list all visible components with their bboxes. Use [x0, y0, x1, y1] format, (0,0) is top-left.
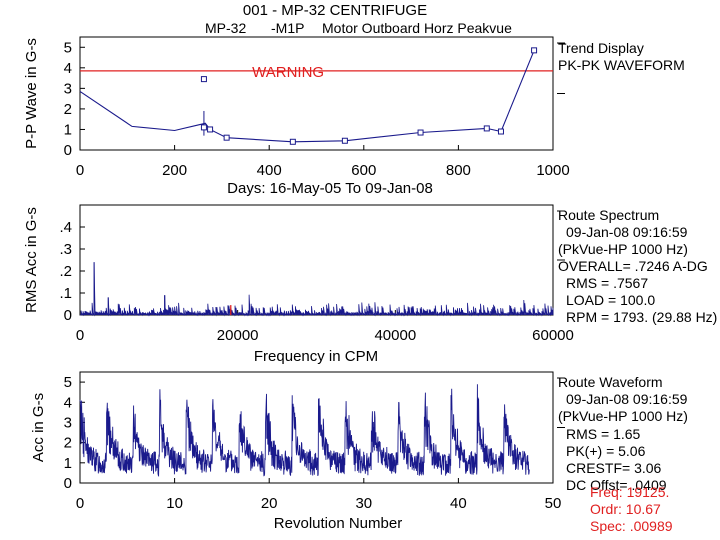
waveform-x-tick-label: 20 [261, 495, 278, 512]
trend-point-marker [200, 76, 207, 83]
waveform-trace [79, 384, 530, 478]
subtitle-description: Motor Outboard Horz Peakvue [322, 20, 512, 36]
spectrum-legend-line-2: 09-Jan-08 09:16:59 [566, 224, 688, 240]
trend-legend-line-2: PK-PK WAVEFORM [558, 57, 685, 73]
spectrum-panel: 0 20000 40000 60000 0 .1 .2 .3 .4 Frequency in CP… [23, 204, 574, 365]
waveform-x-tick-label: 30 [355, 495, 372, 512]
chart-title: 001 - MP-32 CENTRIFUGE [243, 2, 427, 19]
spectrum-x-tick-label: 0 [76, 327, 84, 344]
warning-label: WARNING [252, 64, 324, 81]
waveform-x-tick-label: 50 [545, 495, 562, 512]
trend-point-marker [341, 137, 348, 144]
trend-x-tick-label: 400 [257, 162, 282, 179]
waveform-legend-line-2: 09-Jan-08 09:16:59 [566, 391, 688, 407]
waveform-panel: 0 10 20 30 40 50 0 1 2 3 4 5 Revolution Number Acc in… [30, 371, 565, 532]
spectrum-legend-line-3: (PkVue-HP 1000 Hz) [558, 241, 688, 257]
waveform-x-tick-label: 40 [450, 495, 467, 512]
trend-point-marker [497, 128, 504, 135]
spectrum-y-tick-label: .2 [59, 263, 72, 280]
waveform-legend-line-6: CRESTF= 3.06 [566, 460, 662, 476]
spectrum-x-tick-label: 20000 [217, 327, 259, 344]
subtitle-point: -M1P [271, 20, 304, 36]
trend-x-tick-label: 1000 [536, 162, 569, 179]
spectrum-y-axis-label: RMS Acc in G-s [23, 207, 40, 313]
trend-y-tick-label: 0 [64, 142, 72, 159]
trend-point-marker [223, 134, 230, 141]
cursor-spectrum-value: Spec: .00989 [590, 518, 673, 534]
waveform-y-tick-label: 0 [64, 475, 72, 492]
cursor-frequency: Freq: 19125. [590, 484, 669, 500]
spectrum-trace [80, 262, 554, 317]
spectrum-legend-line-6: LOAD = 100.0 [566, 292, 655, 308]
trend-x-tick-label: 200 [162, 162, 187, 179]
waveform-x-axis-label: Revolution Number [274, 515, 402, 532]
trend-point-marker [531, 47, 538, 54]
spectrum-x-tick-label: 40000 [374, 327, 416, 344]
trend-x-tick-label: 0 [76, 162, 84, 179]
spectrum-y-tick-label: .3 [59, 241, 72, 258]
trend-point-marker [207, 126, 214, 133]
waveform-legend-line-4: RMS = 1.65 [566, 426, 641, 442]
trend-x-tick-label: 800 [446, 162, 471, 179]
waveform-legend-line-7: DC Offst= .0409 [566, 477, 667, 493]
waveform-y-tick-label: 3 [64, 414, 72, 431]
spectrum-plot-frame [79, 204, 554, 316]
spectrum-x-axis-label: Frequency in CPM [254, 348, 378, 365]
trend-y-tick-label: 3 [64, 80, 72, 97]
trend-y-tick-label: 1 [64, 121, 72, 138]
trend-y-axis-label: P-P Wave in G-s [23, 38, 40, 149]
trend-point-marker [200, 124, 207, 131]
waveform-x-tick-label: 10 [166, 495, 183, 512]
waveform-y-axis-label: Acc in G-s [30, 393, 47, 462]
trend-legend-line-1: Trend Display [558, 40, 644, 56]
waveform-plot-frame [79, 371, 554, 484]
trend-panel: 0 200 400 600 800 1000 0 1 2 3 4 5 Days: 16-May-05 T… [23, 36, 570, 197]
trend-y-tick-label: 5 [64, 39, 72, 56]
spectrum-y-tick-label: .1 [59, 285, 72, 302]
trend-point-marker [483, 125, 490, 132]
waveform-legend-line-3: (PkVue-HP 1000 Hz) [558, 408, 688, 424]
waveform-legend-line-5: PK(+) = 5.06 [566, 443, 646, 459]
trend-point-marker [289, 138, 296, 145]
cursor-order: Ordr: 10.67 [590, 501, 661, 517]
waveform-y-tick-label: 4 [64, 394, 72, 411]
trend-y-tick-label: 2 [64, 101, 72, 118]
waveform-x-tick-label: 0 [76, 495, 84, 512]
waveform-y-tick-label: 5 [64, 374, 72, 391]
spectrum-y-tick-label: .4 [59, 219, 72, 236]
spectrum-legend-line-1: Route Spectrum [558, 207, 659, 223]
spectrum-legend-line-4: OVERALL= .7246 A-DG [558, 258, 708, 274]
spectrum-x-tick-label: 60000 [532, 327, 574, 344]
waveform-y-tick-label: 2 [64, 435, 72, 452]
trend-y-tick-label: 4 [64, 60, 72, 77]
waveform-y-tick-label: 1 [64, 455, 72, 472]
waveform-legend-line-1: Route Waveform [558, 374, 663, 390]
spectrum-legend-line-7: RPM = 1793. (29.88 Hz) [566, 309, 717, 325]
subtitle-machine: MP-32 [205, 20, 246, 36]
trend-x-tick-label: 600 [351, 162, 376, 179]
trend-x-axis-label: Days: 16-May-05 To 09-Jan-08 [227, 180, 433, 197]
spectrum-legend-line-5: RMS = .7567 [566, 275, 648, 291]
trend-plot-frame [79, 36, 554, 151]
trend-point-marker [417, 129, 424, 136]
spectrum-y-tick-label: 0 [64, 307, 72, 324]
